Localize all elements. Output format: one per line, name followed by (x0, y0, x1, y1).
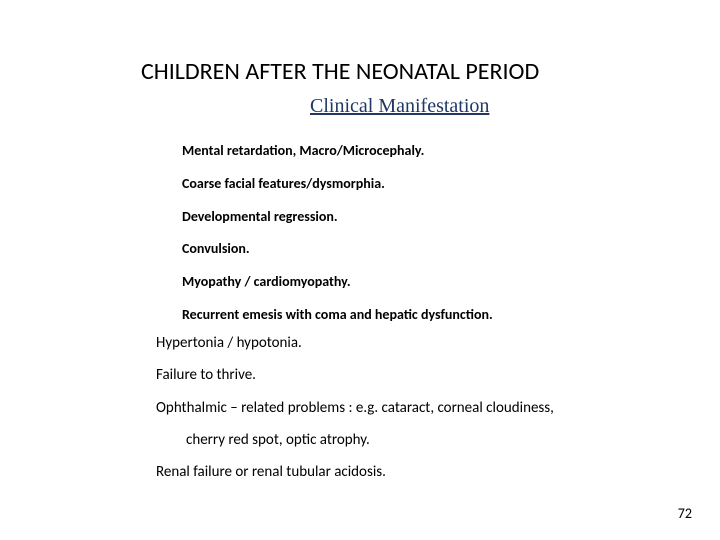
list-item: Hypertonia / hypotonia. (156, 333, 696, 353)
list-item: Convulsion. (182, 241, 662, 258)
list-item: Failure to thrive. (156, 365, 696, 385)
list-item: Developmental regression. (182, 209, 662, 226)
list-item-continuation: cherry red spot, optic atrophy. (156, 430, 696, 450)
list-item: Myopathy / cardiomyopathy. (182, 274, 662, 291)
page-number: 72 (678, 505, 692, 522)
list-item: Mental retardation, Macro/Microcephaly. (182, 143, 662, 160)
slide: CHILDREN AFTER THE NEONATAL PERIOD Clini… (0, 0, 720, 540)
list-item: Renal failure or renal tubular acidosis. (156, 462, 696, 482)
bullet-list-bold: Mental retardation, Macro/Microcephaly. … (182, 143, 662, 340)
list-item: Ophthalmic – related problems : e.g. cat… (156, 398, 696, 418)
bullet-list-regular: Hypertonia / hypotonia. Failure to thriv… (156, 333, 696, 494)
slide-subtitle: Clinical Manifestation (310, 95, 489, 118)
list-item: Recurrent emesis with coma and hepatic d… (182, 307, 662, 324)
slide-title: CHILDREN AFTER THE NEONATAL PERIOD (141, 57, 539, 86)
list-item: Coarse facial features/dysmorphia. (182, 176, 662, 193)
